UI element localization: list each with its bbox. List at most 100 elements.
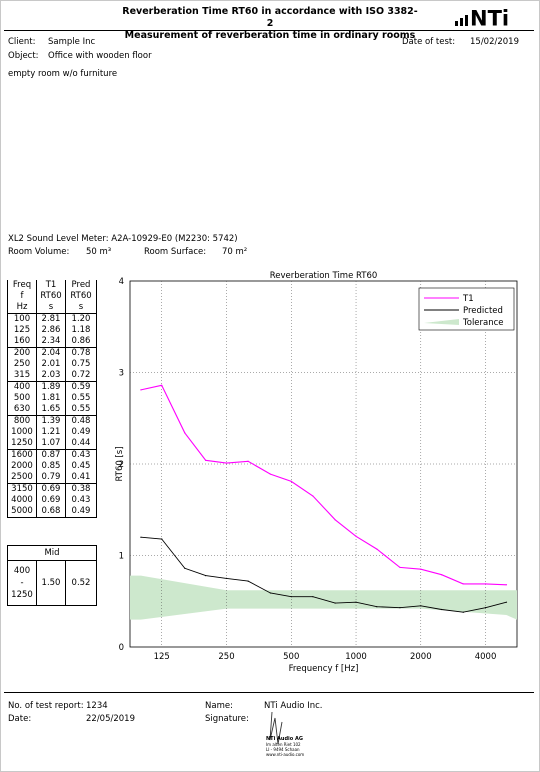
pred-cell: 0.49	[65, 427, 97, 438]
pred-cell: 0.41	[65, 472, 97, 484]
footer-divider	[4, 692, 534, 693]
pred-cell: 0.48	[65, 415, 97, 427]
t1-data-point	[184, 432, 186, 434]
room-surface-label: Room Surface:	[144, 247, 207, 257]
freq-cell: 800	[7, 415, 37, 427]
table-header-cell: f	[7, 291, 37, 302]
predicted-data-point	[420, 605, 422, 607]
t1-data-point	[334, 519, 336, 521]
freq-cell: 2000	[7, 461, 37, 472]
header-divider	[4, 30, 534, 31]
mid-range: 400 - 1250	[7, 560, 37, 606]
t1-cell: 0.87	[36, 449, 66, 461]
mid-t1-value: 1.50	[36, 560, 66, 606]
x-tick-label: 4000	[475, 652, 497, 662]
table-header-cell: s	[65, 302, 97, 314]
freq-cell: 4000	[7, 495, 37, 506]
nti-logo-text: NTi	[470, 8, 509, 26]
t1-data-point	[290, 480, 292, 482]
mid-table: Mid 400 - 1250 1.50 0.52	[7, 545, 97, 606]
predicted-data-point	[269, 592, 272, 594]
pred-cell: 0.55	[65, 393, 97, 404]
table-row: 200 2.04 0.78	[7, 347, 97, 359]
predicted-data-point	[334, 602, 336, 604]
pred-cell: 0.38	[65, 483, 97, 495]
t1-cell: 0.79	[36, 472, 66, 484]
y-tick-label: 4	[119, 277, 124, 287]
report-date-value: 22/05/2019	[86, 714, 135, 724]
t1-cell: 1.81	[36, 393, 66, 404]
freq-cell: 1000	[7, 427, 37, 438]
room-surface-value: 70 m²	[222, 247, 248, 257]
client-label: Client:	[8, 37, 36, 47]
x-tick-label: 500	[283, 652, 299, 662]
table-row: 5000 0.68 0.49	[7, 506, 97, 518]
table-row: 1000 1.21 0.49	[7, 427, 97, 438]
table-row: 400 1.89 0.59	[7, 381, 97, 393]
legend-tolerance-swatch	[424, 319, 459, 325]
table-row: 500 1.81 0.55	[7, 393, 97, 404]
table-row: 2500 0.79 0.41	[7, 472, 97, 484]
t1-cell: 0.69	[36, 495, 66, 506]
table-row: 2000 0.85 0.45	[7, 461, 97, 472]
table-row: 630 1.65 0.55	[7, 404, 97, 416]
table-row: 800 1.39 0.48	[7, 415, 97, 427]
x-tick-label: 2000	[410, 652, 432, 662]
table-row: 125 2.86 1.18	[7, 325, 97, 336]
predicted-data-point	[140, 536, 142, 538]
t1-cell: 2.01	[36, 359, 66, 370]
legend-tolerance-label: Tolerance	[462, 318, 504, 328]
freq-cell: 500	[7, 393, 37, 404]
nti-logo: NTi	[455, 8, 509, 26]
t1-data-point	[462, 583, 464, 585]
table-header-cell: s	[36, 302, 66, 314]
room-volume-label: Room Volume:	[8, 247, 70, 257]
predicted-data-point	[355, 601, 357, 603]
y-tick-label: 2	[119, 460, 124, 470]
t1-data-point	[269, 473, 272, 475]
report-title-line2: Measurement of reverberation time in ord…	[124, 30, 416, 41]
mid-range-to: 1250	[11, 590, 33, 600]
t1-data-point	[225, 462, 228, 464]
t1-data-point	[205, 459, 207, 461]
freq-cell: 315	[7, 370, 37, 382]
t1-cell: 0.85	[36, 461, 66, 472]
table-row: 250 2.01 0.75	[7, 359, 97, 370]
predicted-data-point	[441, 608, 443, 611]
t1-cell: 0.69	[36, 483, 66, 495]
report-number-value: 1234	[86, 701, 108, 711]
t1-data-point	[376, 548, 378, 550]
object-label: Object:	[8, 51, 39, 61]
predicted-data-point	[184, 567, 186, 569]
t1-data-point	[484, 583, 487, 585]
t1-cell: 1.21	[36, 427, 66, 438]
pred-cell: 1.18	[65, 325, 97, 336]
table-row: 315 2.03 0.72	[7, 370, 97, 382]
meter-info: XL2 Sound Level Meter: A2A-10929-E0 (M22…	[8, 234, 238, 244]
report-number-label: No. of test report:	[8, 701, 84, 711]
t1-data-point	[140, 389, 142, 391]
client-value: Sample Inc	[48, 37, 96, 47]
stamp-line-3: LI - 9494 Schaan	[266, 747, 300, 752]
mid-header: Mid	[7, 545, 97, 561]
stamp-line-4: www.nti-audio.com	[266, 752, 304, 757]
predicted-data-point	[161, 538, 163, 540]
t1-data-point	[420, 568, 422, 570]
t1-cell: 1.39	[36, 415, 66, 427]
y-tick-label: 3	[119, 369, 124, 379]
pred-cell: 0.55	[65, 404, 97, 416]
freq-cell: 3150	[7, 483, 37, 495]
freq-cell: 400	[7, 381, 37, 393]
table-row: 100 2.81 1.20	[7, 313, 97, 325]
table-row: 1600 0.87 0.43	[7, 449, 97, 461]
signature-stamp: NTi Audio AG Im alten Riet 102 LI - 9494…	[266, 711, 304, 757]
t1-series-line	[140, 384, 507, 586]
t1-cell: 1.65	[36, 404, 66, 416]
test-date-label: Date of test:	[402, 37, 456, 47]
table-header-cell: Freq	[7, 280, 37, 291]
handwritten-signature	[269, 711, 283, 745]
t1-data-point	[247, 460, 249, 462]
t1-cell: 2.34	[36, 336, 66, 348]
y-tick-label: 0	[119, 643, 124, 653]
mid-pred-value: 0.52	[65, 560, 97, 606]
